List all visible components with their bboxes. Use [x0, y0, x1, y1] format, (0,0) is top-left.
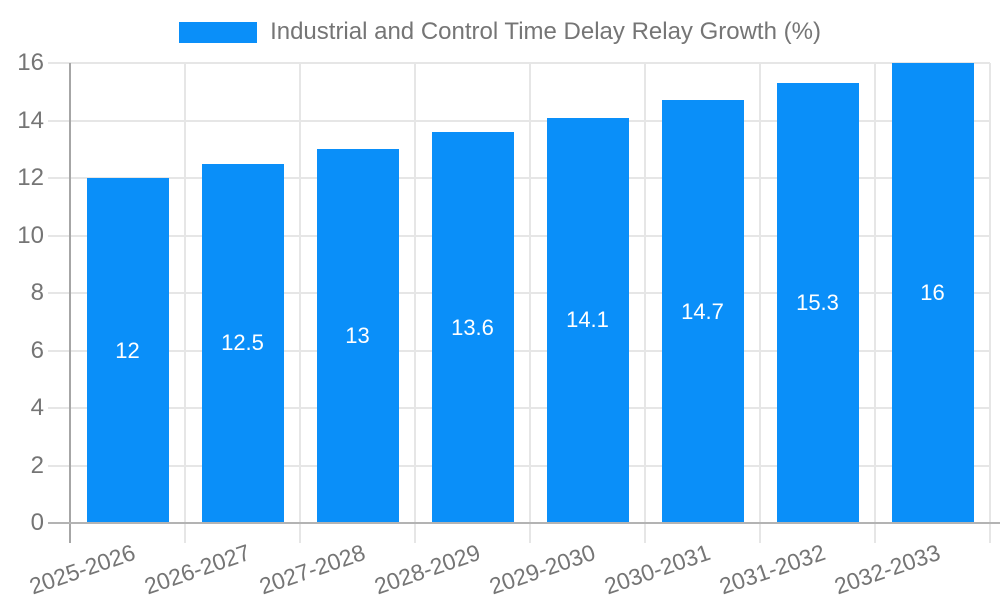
bar[interactable] [891, 63, 974, 523]
x-tick-label: 2027-2028 [255, 539, 368, 600]
gridline-vertical [989, 63, 991, 543]
y-tick-label: 12 [17, 164, 44, 191]
bar[interactable] [546, 117, 629, 523]
y-tick-label: 2 [30, 451, 44, 479]
gridline-horizontal [48, 349, 990, 352]
gridline-horizontal [48, 177, 990, 179]
bar-value-label: 13.6 [451, 314, 494, 340]
x-tick-label: 2030-2031 [600, 539, 713, 600]
y-tick-label: 4 [30, 394, 44, 421]
legend-swatch [179, 21, 258, 43]
x-tick-label: 2031-2032 [715, 539, 828, 600]
x-axis-line [48, 522, 1000, 524]
gridline-horizontal [48, 464, 990, 467]
bar[interactable] [661, 100, 744, 523]
bar[interactable] [316, 149, 399, 523]
bar-value-label: 12 [115, 337, 140, 363]
bar-value-label: 12.5 [221, 330, 264, 356]
bar-value-label: 15.3 [796, 290, 839, 316]
bar-value-label: 14.1 [566, 307, 609, 333]
gridline-vertical [644, 63, 646, 543]
gridline-horizontal [48, 62, 990, 64]
gridline-horizontal [48, 119, 990, 122]
gridline-vertical [184, 63, 186, 543]
bar[interactable] [201, 163, 284, 523]
gridline-vertical [299, 63, 301, 543]
x-tick-label: 2032-2033 [830, 539, 943, 600]
y-axis-line [69, 63, 71, 543]
gridline-vertical [759, 63, 761, 543]
gridline-vertical [529, 63, 531, 543]
bar[interactable] [431, 132, 514, 523]
bar-value-label: 16 [920, 280, 945, 305]
bar[interactable] [776, 83, 859, 523]
y-tick-label: 10 [17, 221, 44, 249]
y-tick-label: 16 [17, 49, 44, 76]
y-tick-label: 0 [30, 509, 44, 536]
x-tick-label: 2029-2030 [485, 539, 598, 600]
y-tick-label: 8 [30, 279, 44, 306]
x-tick-label: 2028-2029 [370, 539, 483, 600]
gridline-vertical [874, 63, 876, 543]
legend: Industrial and Control Time Delay Relay … [0, 18, 1000, 46]
y-tick-label: 6 [30, 336, 44, 364]
gridline-vertical [414, 63, 416, 543]
gridline-horizontal [48, 407, 990, 409]
bar[interactable] [86, 178, 169, 523]
gridline-horizontal [48, 234, 990, 237]
gridline-horizontal [48, 292, 990, 294]
legend-label: Industrial and Control Time Delay Relay … [270, 18, 821, 45]
x-tick-label: 2026-2027 [140, 539, 253, 600]
bar-value-label: 13 [345, 323, 370, 349]
bar-value-label: 14.7 [681, 298, 724, 324]
x-tick-label: 2025-2026 [25, 539, 138, 600]
y-tick-label: 14 [17, 106, 44, 134]
